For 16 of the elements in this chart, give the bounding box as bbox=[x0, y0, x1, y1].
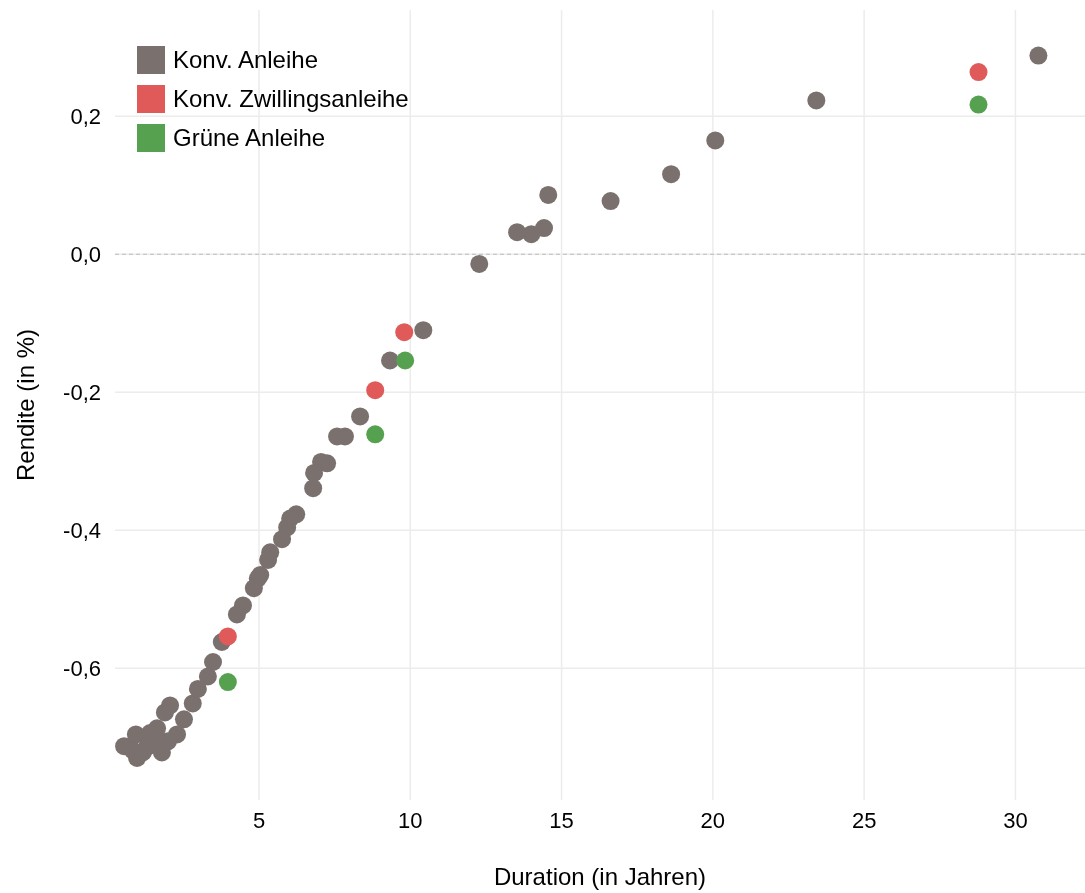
legend-label: Konv. Zwillingsanleihe bbox=[173, 85, 409, 113]
y-tick-label: -0,4 bbox=[63, 517, 101, 543]
y-tick-label: 0,0 bbox=[70, 241, 101, 267]
x-tick-label: 15 bbox=[549, 808, 574, 833]
y-axis-title: Rendite (in %) bbox=[12, 328, 39, 482]
y-tick-label: 0,2 bbox=[70, 103, 101, 129]
legend-label: Konv. Anleihe bbox=[173, 46, 318, 74]
x-tick-label: 20 bbox=[700, 808, 726, 833]
y-tick-label: -0,2 bbox=[63, 379, 101, 405]
x-axis-title: Duration (in Jahren) bbox=[493, 863, 707, 890]
x-tick-label: 25 bbox=[851, 808, 877, 833]
legend-label: Grüne Anleihe bbox=[173, 124, 326, 152]
x-tick-label: 5 bbox=[252, 808, 266, 833]
x-tick-label: 10 bbox=[398, 808, 423, 833]
y-tick-label: -0,6 bbox=[63, 655, 101, 681]
x-tick-label: 30 bbox=[1003, 808, 1028, 833]
